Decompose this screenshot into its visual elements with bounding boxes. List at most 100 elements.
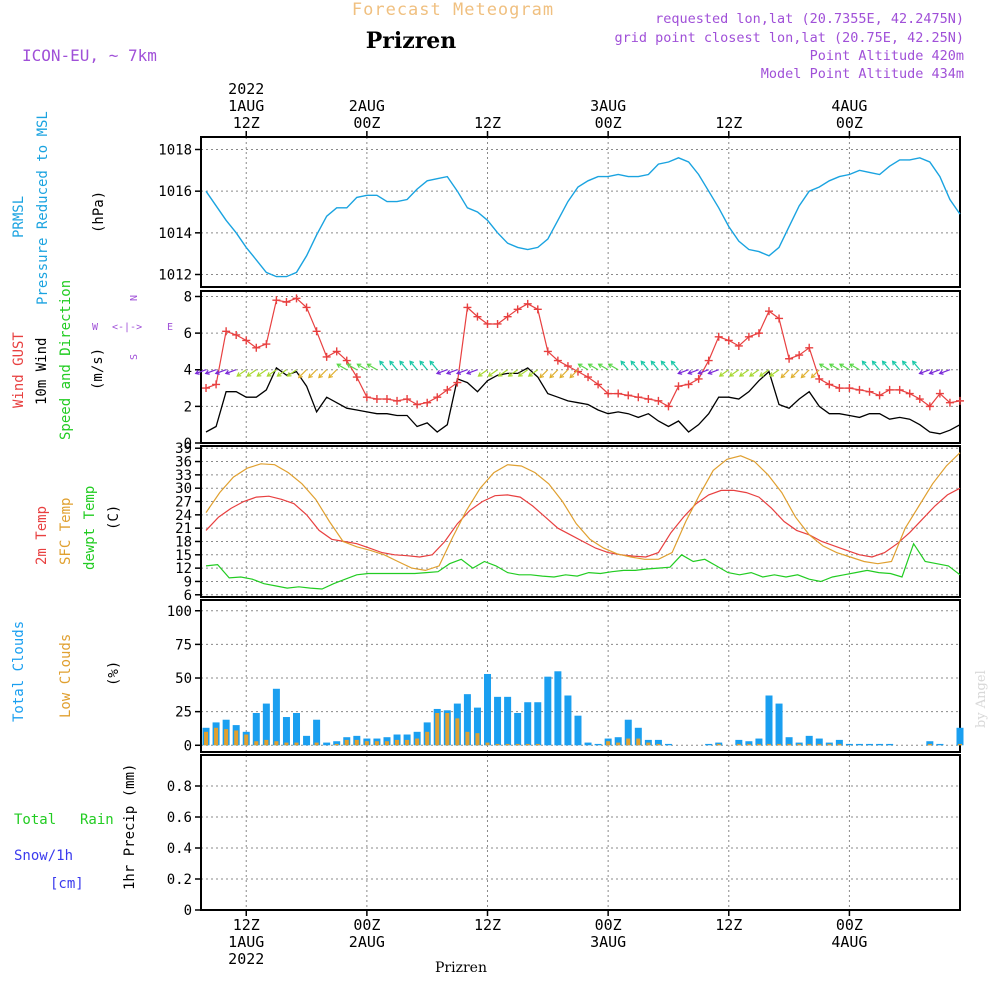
total-clouds-bar [323, 742, 331, 746]
wind-gust-marker [202, 384, 211, 393]
precip-label-total: Total [14, 812, 56, 828]
low-clouds-bar [958, 743, 962, 746]
precip-ytick-label: 0 [184, 903, 192, 919]
wind-direction-arrowhead [276, 372, 282, 377]
wind-gust-marker [644, 395, 653, 404]
total-clouds-bar [624, 719, 632, 746]
wind-direction-arrow [256, 369, 267, 377]
pressure-ytick-label: 1012 [158, 268, 192, 284]
time-label-bottom: 00Z [595, 916, 622, 934]
wind-direction-arrowhead [236, 372, 242, 377]
wind-gust-marker [312, 327, 321, 336]
low-clouds-bar [224, 729, 229, 746]
pressure-ytick-label: 1018 [158, 143, 192, 159]
wind-direction-arrowhead [861, 360, 867, 366]
wind-direction-arrow [630, 360, 639, 371]
wind-direction-arrowhead [759, 372, 765, 377]
clouds-panel: 0 25 50 75 100 [167, 599, 964, 754]
clouds-ytick-label: 25 [175, 705, 192, 721]
wind-gust-marker [483, 319, 492, 328]
time-label-bottom: 12Z [233, 916, 260, 934]
wind-direction-arrow [225, 369, 237, 375]
wind-gust-marker [272, 296, 281, 305]
wind-direction-arrowhead [507, 372, 513, 377]
precip-frame [200, 754, 961, 911]
wind-direction-arrow [488, 369, 498, 377]
time-label-bottom: 3AUG [590, 933, 626, 951]
wind-direction-arrowhead [246, 372, 252, 377]
total-clouds-bar [815, 738, 823, 746]
time-label-bottom: 12Z [715, 916, 742, 934]
low-clouds-bar [214, 727, 219, 746]
total-clouds-bar [494, 696, 502, 746]
time-label-top: 3AUG [590, 97, 626, 115]
wind-gust-marker [372, 395, 381, 404]
wind-direction-arrow [801, 369, 810, 378]
wind-gust-marker [573, 367, 582, 376]
total-clouds-bar [293, 712, 301, 746]
temperature-ytick-label: 39 [175, 441, 192, 457]
total-clouds-bar [664, 743, 672, 746]
temperature-ytick-label: 15 [175, 548, 192, 564]
low-clouds-bar [535, 743, 540, 746]
total-clouds-bar [524, 702, 532, 746]
time-label-top: 2AUG [349, 97, 385, 115]
wind-gust-marker [382, 395, 391, 404]
wind-direction-arrowhead [901, 360, 907, 366]
wind-gust-marker [433, 393, 442, 402]
wind-gust-marker [523, 299, 532, 308]
wind-direction-arrow [195, 369, 207, 375]
time-label-bottom: 12Z [474, 916, 501, 934]
total-clouds-bar [564, 695, 572, 746]
wind-gust-marker [724, 336, 733, 345]
wind-direction-arrow [919, 369, 931, 375]
wind-gust-marker [775, 314, 784, 323]
wind-direction-arrowhead [389, 360, 394, 366]
wind-direction-arrowhead [455, 370, 462, 375]
clouds-ytick-label: 50 [175, 671, 192, 687]
wind-gust-marker [443, 385, 452, 394]
low-clouds-bar [395, 739, 400, 746]
wind-gust-marker [855, 385, 864, 394]
wind-gust-marker [403, 395, 412, 404]
total-clouds-bar [282, 717, 290, 746]
panels: 1012101410161018024686912151821242730333… [158, 136, 964, 919]
wind-speed-line [205, 366, 961, 435]
wind-gust-marker [563, 362, 572, 371]
low-clouds-bar [344, 739, 349, 746]
wind-direction-arrowhead [871, 360, 877, 366]
low-clouds-bar [314, 742, 319, 746]
wind-gust-marker [835, 384, 844, 393]
wind-direction-arrow [678, 369, 689, 375]
wind-gust-marker [634, 393, 643, 402]
wind-direction-arrow [205, 369, 217, 375]
wind-gust-marker [825, 380, 834, 389]
low-clouds-bar [374, 741, 379, 746]
total-clouds-bar [574, 715, 582, 746]
wind-gust-marker [785, 354, 794, 363]
wind-direction-arrowhead [620, 360, 626, 366]
wind-direction-arrowhead [800, 373, 806, 379]
low-clouds-bar [797, 743, 802, 746]
wind-direction-arrowhead [918, 370, 924, 375]
temperature-ytick-label: 6 [184, 588, 192, 604]
temperature-ytick-label: 24 [175, 508, 192, 524]
wind-direction-arrowhead [256, 372, 262, 377]
wind-gust-marker [694, 374, 703, 383]
precip-unit: 1hr Precip (mm) [122, 764, 138, 890]
wind-direction-arrowhead [738, 372, 744, 377]
wind-direction-arrowhead [527, 372, 533, 377]
low-clouds-bar [827, 743, 832, 746]
low-clouds-bar [626, 738, 631, 746]
wind-gust-marker [865, 387, 874, 396]
wind-ytick-label: 8 [184, 289, 192, 305]
wind-direction-arrowhead [194, 370, 200, 375]
wind-direction-arrow [640, 360, 649, 371]
wind-direction-arrow [650, 360, 659, 371]
wind-direction-arrowhead [687, 370, 693, 375]
pressure-ytick-label: 1014 [158, 226, 192, 242]
wind-gust-marker [332, 347, 341, 356]
wind-direction-arrowhead [790, 373, 796, 379]
